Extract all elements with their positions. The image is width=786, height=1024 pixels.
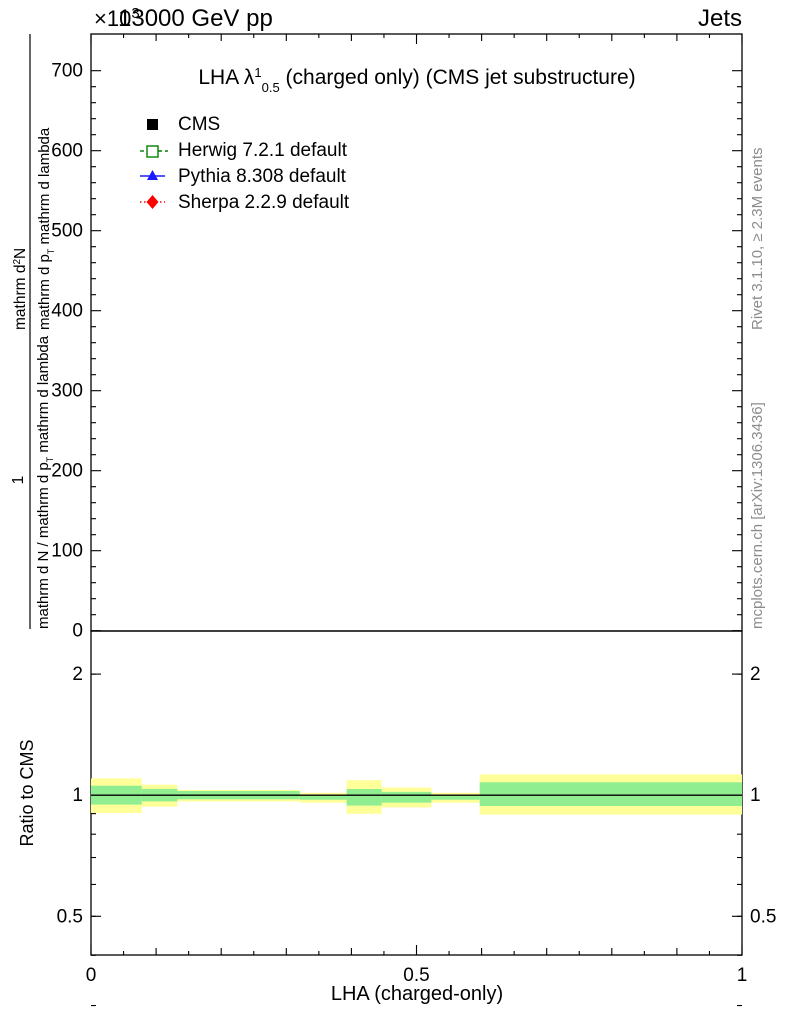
svg-text:1: 1: [737, 965, 748, 986]
svg-text:2: 2: [72, 664, 83, 685]
svg-text:600: 600: [51, 141, 83, 162]
svg-text:700: 700: [51, 61, 83, 82]
svg-text:100: 100: [51, 541, 83, 562]
svg-text:mcplots.cern.ch [arXiv:1306.34: mcplots.cern.ch [arXiv:1306.3436]: [749, 402, 766, 629]
svg-text:Sherpa 2.2.9 default: Sherpa 2.2.9 default: [178, 192, 350, 213]
svg-text:0.5: 0.5: [57, 906, 83, 927]
svg-text:2: 2: [750, 664, 761, 685]
svg-text:Herwig 7.2.1 default: Herwig 7.2.1 default: [178, 140, 348, 161]
svg-text:300: 300: [51, 381, 83, 402]
svg-text:200: 200: [51, 461, 83, 482]
svg-text:Jets: Jets: [698, 5, 742, 32]
svg-text:1: 1: [10, 476, 27, 485]
svg-text:Pythia 8.308 default: Pythia 8.308 default: [178, 166, 347, 187]
svg-text:400: 400: [51, 301, 83, 322]
svg-text:Rivet 3.1.10, ≥ 2.3M events: Rivet 3.1.10, ≥ 2.3M events: [749, 148, 766, 331]
svg-text:CMS: CMS: [178, 114, 220, 135]
svg-text:500: 500: [51, 221, 83, 242]
svg-text:13000 GeV pp: 13000 GeV pp: [118, 5, 273, 32]
svg-text:LHA (charged-only): LHA (charged-only): [331, 983, 503, 1005]
svg-text:0.5: 0.5: [750, 906, 776, 927]
svg-text:0: 0: [86, 965, 97, 986]
svg-text:1: 1: [750, 785, 761, 806]
svg-text:Ratio to CMS: Ratio to CMS: [17, 739, 37, 846]
svg-text:0: 0: [72, 621, 83, 642]
svg-text:1: 1: [72, 785, 83, 806]
